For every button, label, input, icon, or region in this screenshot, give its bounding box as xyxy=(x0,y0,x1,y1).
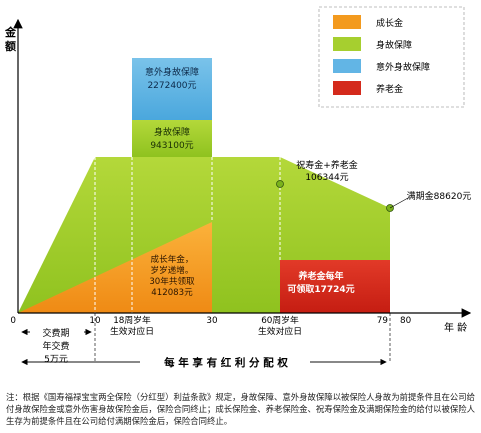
x-tick-30: 30 xyxy=(206,316,218,326)
accidental-death-area xyxy=(132,58,212,120)
dividend-bracket-line-0: 每 年 享 有 红 利 分 配 权 xyxy=(164,356,288,369)
series-label-成长金-line-3: 412083元 xyxy=(151,288,193,298)
pension-area xyxy=(280,260,390,313)
legend-label-0: 成长金 xyxy=(376,17,403,29)
payment-bracket-line-1: 年交费 xyxy=(42,340,69,352)
series-label-成长金-line-0: 成长年金， xyxy=(151,253,194,265)
series-label-意外身故保障-line-0: 意外身故保障 xyxy=(145,66,199,78)
dividend-label-bg xyxy=(140,354,310,370)
legend-label-2: 意外身故保障 xyxy=(376,61,430,73)
series-label-身故保障-line-0: 身故保障 xyxy=(154,126,190,138)
legend-swatch-3 xyxy=(333,81,361,95)
series-label-成长金-line-2: 30年共领取 xyxy=(149,275,195,287)
x-tick-79: 79 xyxy=(377,316,388,326)
series-label-身故保障-line-1: 943100元 xyxy=(150,141,193,151)
growth-annuity-area xyxy=(18,222,212,313)
footnote: 注：根据《国寿福禄宝宝两全保险（分红型）利益条款》规定，身故保障、意外身故保障以… xyxy=(6,392,475,426)
x-tick-18: 18周岁年 xyxy=(113,314,151,326)
legend-swatch-1 xyxy=(333,37,361,51)
x-axis-label: 年 龄 xyxy=(444,321,467,334)
annotation-60-line-0: 祝寿金+养老金 xyxy=(296,159,358,171)
legend-label-1: 身故保障 xyxy=(376,39,412,51)
x-tick-60-line-1: 生效对应日 xyxy=(258,325,302,337)
series-label-养老金-line-0: 养老金每年 xyxy=(297,270,343,282)
series-label-成长金-line-1: 岁岁递增。 xyxy=(151,264,194,276)
legend-swatch-2 xyxy=(333,59,361,73)
x-tick-80: 80 xyxy=(400,316,412,326)
annotation-79-line-0: 满期金88620元 xyxy=(407,190,472,202)
marker-60 xyxy=(276,180,284,188)
x-tick-0: 0 xyxy=(10,316,16,326)
y-axis-label: 金额 xyxy=(4,25,17,53)
death-benefit-block xyxy=(132,120,212,157)
marker-79-leader xyxy=(389,197,409,209)
legend-swatch-0 xyxy=(333,15,361,29)
x-tick-18-line-1: 生效对应日 xyxy=(110,325,154,337)
series-label-养老金-line-1: 可领取17724元 xyxy=(287,283,354,295)
payment-bracket-line-0: 交费期 xyxy=(42,327,69,339)
series-label-意外身故保障-line-1: 2272400元 xyxy=(147,81,196,91)
legend-label-3: 养老金 xyxy=(376,83,403,95)
payment-bracket-line-2: 5万元 xyxy=(44,355,68,365)
x-tick-60: 60周岁年 xyxy=(261,314,299,326)
annotation-60-line-1: 106344元 xyxy=(305,173,348,183)
x-tick-10: 10 xyxy=(89,316,101,326)
payment-label-bg xyxy=(30,324,84,338)
